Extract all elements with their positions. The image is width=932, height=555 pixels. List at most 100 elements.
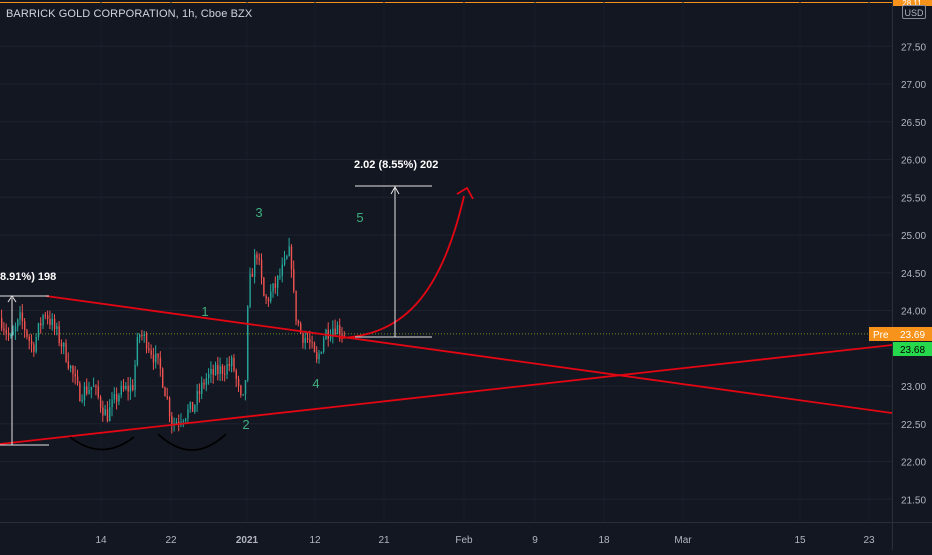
candle-body — [95, 385, 97, 387]
last-price-tag-value: 23.68 — [900, 345, 925, 356]
candle-body — [88, 390, 90, 394]
candle-body — [267, 298, 270, 302]
candle-body — [242, 394, 244, 396]
candle-body — [187, 409, 189, 419]
candle-body — [270, 291, 272, 302]
measure-left-label: 8.91%) 198 — [0, 271, 56, 283]
candle-body — [136, 337, 139, 365]
x-tick-label: Feb — [455, 535, 473, 546]
candle-body — [208, 373, 210, 379]
projection-curve[interactable] — [339, 195, 465, 339]
candle-body — [132, 384, 134, 391]
candle-body — [65, 342, 67, 362]
candle-body — [233, 357, 235, 371]
pattern-arc-right — [157, 433, 227, 451]
y-tick-label: 23.00 — [901, 382, 926, 393]
candle-body — [125, 385, 127, 389]
currency-badge[interactable]: USD — [902, 5, 926, 19]
candle-body — [219, 366, 221, 374]
candle-body — [260, 259, 263, 278]
candle-body — [164, 387, 166, 397]
candle-body — [339, 325, 341, 335]
candle-body — [99, 396, 102, 408]
candle-body — [247, 306, 249, 381]
top-price-tag-label: 28.11 — [902, 0, 922, 8]
candle-body — [302, 333, 304, 343]
candle-body — [53, 318, 56, 329]
ascending-trendline[interactable] — [0, 344, 893, 445]
pre-price-tag-text: Pre — [873, 330, 889, 341]
candle-body — [141, 334, 143, 336]
plot-area[interactable] — [0, 0, 892, 522]
candle-body — [47, 315, 49, 319]
candle-body — [258, 258, 260, 260]
candle-body — [33, 344, 35, 352]
candle-body — [323, 339, 325, 352]
candle-body — [35, 337, 37, 352]
candle-body — [217, 364, 219, 374]
measure-left-arrowhead — [7, 295, 17, 303]
candle-body — [295, 290, 297, 321]
candle-body — [240, 385, 242, 395]
candle-body — [63, 342, 65, 347]
candle-body — [205, 378, 208, 385]
candle-body — [283, 258, 286, 265]
y-tick-label: 22.00 — [901, 458, 926, 469]
candle-body — [320, 351, 323, 354]
candle-body — [97, 386, 99, 397]
candle-body — [318, 353, 320, 360]
candle-body — [7, 333, 10, 336]
candle-body — [279, 275, 281, 277]
candle-body — [72, 366, 74, 375]
candle-body — [162, 368, 164, 388]
candle-body — [237, 378, 240, 386]
candle-body — [12, 331, 14, 335]
candle-body — [37, 323, 40, 338]
candle-body — [182, 420, 185, 422]
x-tick-label: Mar — [674, 535, 692, 546]
candle-body — [44, 315, 47, 317]
pattern-arc-left — [69, 436, 135, 451]
candle-body — [313, 342, 316, 353]
candle-body — [81, 399, 83, 402]
candle-body — [277, 275, 279, 288]
candle-body — [148, 348, 150, 351]
wave-label-1: 1 — [201, 304, 208, 319]
candle-body — [214, 364, 217, 376]
y-tick-label: 26.00 — [901, 156, 926, 167]
wave-label-4: 4 — [312, 376, 319, 391]
candle-body — [180, 421, 182, 423]
candle-body — [157, 353, 159, 358]
candle-body — [56, 326, 58, 329]
candle-body — [152, 354, 155, 363]
candle-body — [166, 396, 168, 399]
candle-body — [26, 330, 28, 337]
candle-body — [228, 364, 231, 367]
candle-body — [122, 385, 125, 389]
descending-trendline[interactable] — [45, 295, 893, 414]
candle-body — [10, 334, 12, 336]
candle-body — [226, 364, 228, 375]
candle-body — [28, 336, 30, 341]
candle-body — [76, 376, 79, 384]
candle-body — [60, 342, 63, 347]
candle-body — [311, 342, 313, 344]
candle-body — [185, 418, 187, 421]
candle-body — [286, 256, 288, 259]
candle-body — [300, 323, 302, 334]
candle-body — [191, 401, 194, 412]
pre-price-tag-value: 23.69 — [900, 330, 925, 341]
candle-body — [120, 385, 122, 396]
y-tick-label: 24.00 — [901, 307, 926, 318]
candle-body — [86, 386, 88, 394]
candle-body — [332, 328, 334, 337]
candle-body — [113, 394, 116, 400]
y-tick-label: 24.50 — [901, 269, 926, 280]
last-price-tag[interactable] — [893, 342, 932, 356]
pre-price-tag[interactable] — [869, 327, 932, 341]
x-tick-label: 21 — [378, 535, 390, 546]
candle-body — [221, 366, 224, 374]
x-tick-label: 9 — [532, 535, 538, 546]
